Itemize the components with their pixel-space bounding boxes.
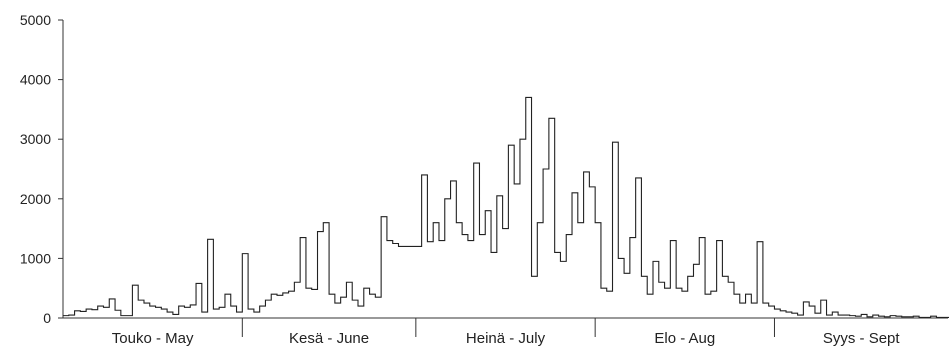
- month-label: Touko - May: [112, 330, 194, 347]
- y-tick-label: 2000: [20, 191, 51, 207]
- y-tick-label: 1000: [20, 250, 51, 266]
- y-tick-label: 5000: [20, 12, 51, 28]
- series-line: [63, 96, 949, 318]
- x-axis: Touko - May Kesä - June Heinä - July Elo - …: [63, 317, 948, 347]
- y-axis: 0 1000 2000 3000 4000 5000: [20, 12, 64, 326]
- month-label: Kesä - June: [289, 330, 369, 347]
- y-tick-label: 4000: [20, 72, 51, 88]
- month-label: Syys - Sept: [823, 330, 901, 347]
- series-marks: [63, 96, 949, 318]
- y-tick-label: 0: [43, 310, 51, 326]
- month-label: Heinä - July: [466, 330, 546, 347]
- month-label: Elo - Aug: [654, 330, 715, 347]
- y-tick-label: 3000: [20, 131, 51, 147]
